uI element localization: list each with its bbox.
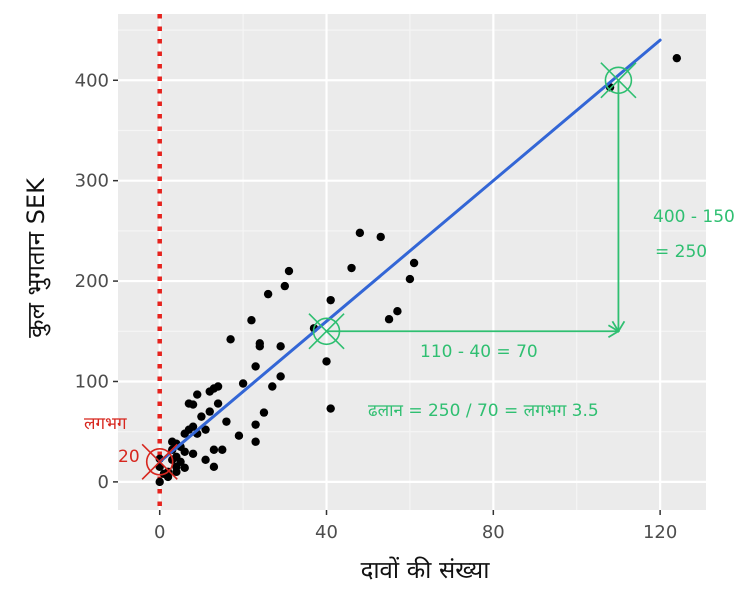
rise-arrowhead [611, 320, 626, 334]
data-point [226, 335, 235, 344]
intercept-label-2: 20 [118, 447, 140, 467]
data-point [347, 263, 356, 273]
marker-cross [600, 62, 637, 99]
x-tick-label: 80 [482, 522, 505, 543]
data-point [193, 390, 202, 399]
data-point [176, 457, 185, 467]
x-tick-label: 40 [315, 522, 338, 543]
axis-ticks [113, 79, 661, 515]
data-point [355, 228, 365, 238]
data-point [188, 422, 198, 431]
slope-segments [326, 80, 626, 339]
data-point [276, 342, 285, 351]
data-point [326, 404, 335, 413]
marker-cross [141, 443, 178, 480]
data-point [222, 417, 231, 426]
data-point [393, 306, 402, 316]
y-tick-label: 100 [75, 371, 109, 392]
data-point [326, 295, 335, 305]
data-point [155, 477, 164, 487]
x-tick-label: 0 [154, 522, 165, 543]
data-point [247, 316, 256, 325]
data-point [180, 447, 189, 456]
data-point [284, 266, 294, 276]
data-point [405, 274, 415, 284]
data-point [209, 445, 219, 454]
data-point [197, 412, 206, 421]
data-point [259, 408, 269, 417]
data-point [409, 258, 419, 268]
data-point [255, 339, 264, 348]
data-point [268, 382, 277, 391]
rise-label-1: 400 - 150 [653, 207, 735, 227]
y-tick-label: 400 [75, 70, 109, 91]
slope-label: ढलान = 250 / 70 = लगभग 3.5 [368, 401, 599, 421]
data-point [213, 382, 223, 391]
marker-point-a [308, 313, 345, 350]
data-point [376, 232, 385, 242]
data-point [384, 315, 394, 324]
data-point [276, 372, 285, 381]
marker-circle [145, 448, 174, 476]
marker-intercept [141, 443, 178, 480]
data-point [205, 407, 214, 416]
intercept-label-1: लगभग [84, 414, 127, 434]
tick-labels: 0 40 80 120 0 100 200 300 400 [75, 70, 678, 543]
minor-gridlines [118, 14, 706, 510]
y-axis-title: कुल भुगतान SEK [22, 177, 51, 338]
data-point [251, 362, 260, 371]
highlight-markers [141, 62, 637, 480]
data-point [322, 357, 331, 366]
marker-circle [312, 317, 341, 346]
data-point [213, 399, 223, 408]
data-point [201, 455, 210, 464]
trend-line-layer [158, 38, 662, 464]
data-point [251, 437, 260, 446]
data-point [180, 463, 189, 473]
data-point [209, 462, 219, 472]
rise-label-2: = 250 [655, 242, 707, 262]
run-label: 110 - 40 = 70 [420, 342, 538, 362]
x-tick-label: 120 [643, 522, 677, 543]
marker-circle [604, 66, 633, 95]
data-point [251, 420, 260, 429]
data-point [238, 379, 248, 388]
trend-line [158, 38, 662, 464]
data-point [280, 281, 290, 291]
data-point [263, 289, 273, 299]
marker-cross [308, 313, 345, 350]
data-point [234, 431, 244, 440]
y-tick-label: 0 [98, 472, 109, 493]
y-tick-label: 200 [75, 271, 109, 292]
data-point [188, 449, 198, 458]
y-tick-label: 300 [75, 171, 109, 192]
data-point [218, 445, 227, 454]
data-point [188, 400, 198, 409]
marker-point-b [600, 62, 637, 99]
data-point [201, 425, 210, 434]
x-axis-title: दावों की संख्या [361, 556, 491, 584]
data-point [672, 53, 682, 63]
